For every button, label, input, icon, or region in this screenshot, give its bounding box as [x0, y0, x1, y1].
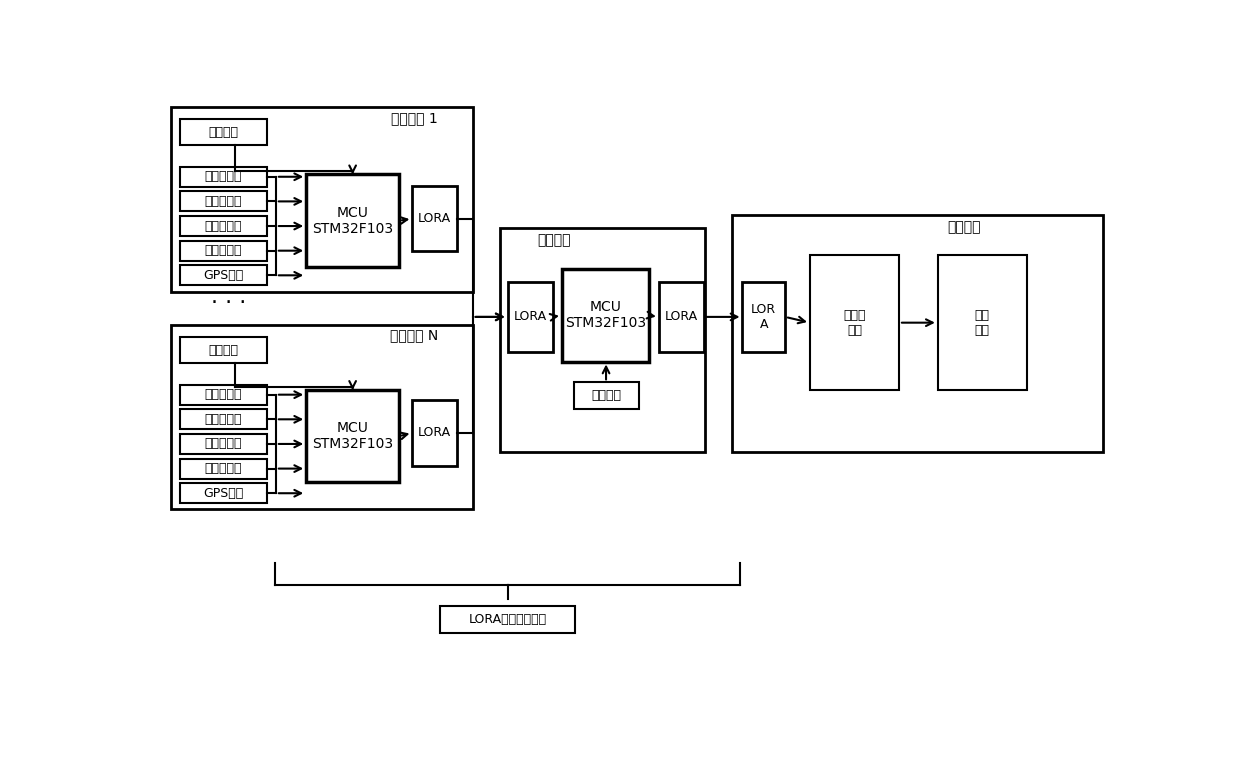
Bar [810, 255, 899, 390]
Bar [658, 282, 704, 352]
Bar [180, 119, 267, 145]
Text: 气压传感器: 气压传感器 [205, 244, 242, 257]
Bar [180, 241, 267, 261]
Text: 湿度传感器: 湿度传感器 [205, 413, 242, 426]
Text: LORA: LORA [418, 212, 451, 225]
Text: MCU
STM32F103: MCU STM32F103 [312, 421, 393, 452]
Bar [743, 282, 785, 352]
Bar [180, 191, 267, 211]
Text: LORA: LORA [665, 310, 698, 324]
Bar [171, 324, 472, 509]
Text: LORA无线传输网络: LORA无线传输网络 [469, 613, 547, 626]
Bar [937, 255, 1027, 390]
Bar [733, 215, 1102, 452]
Text: LOR
A: LOR A [751, 303, 776, 331]
Text: GPS定位: GPS定位 [203, 487, 243, 500]
Text: 供电模块: 供电模块 [208, 343, 238, 356]
Bar [180, 459, 267, 479]
Text: 供电模块: 供电模块 [591, 389, 621, 402]
Text: LORA: LORA [513, 310, 547, 324]
Text: MCU
STM32F103: MCU STM32F103 [564, 300, 646, 331]
Bar [412, 400, 458, 466]
Bar [171, 108, 472, 292]
Text: 显示
终端: 显示 终端 [975, 309, 990, 337]
Text: 温度传感器: 温度传感器 [205, 170, 242, 183]
Bar [180, 265, 267, 285]
Bar [507, 282, 553, 352]
Bar [180, 484, 267, 503]
Text: · · ·: · · · [211, 293, 247, 313]
Bar [412, 186, 458, 251]
Bar [180, 167, 267, 186]
Bar [500, 229, 706, 452]
Text: 湿度传感器: 湿度传感器 [205, 195, 242, 208]
Bar [180, 216, 267, 236]
Text: 供电模块: 供电模块 [208, 126, 238, 139]
Text: 温度传感器: 温度传感器 [205, 388, 242, 401]
Text: 服务终端: 服务终端 [947, 221, 981, 235]
Text: GPS定位: GPS定位 [203, 269, 243, 282]
Text: 采集节点 1: 采集节点 1 [392, 112, 438, 126]
Text: MCU
STM32F103: MCU STM32F103 [312, 206, 393, 236]
Text: 气压传感器: 气压传感器 [205, 462, 242, 475]
Bar [180, 434, 267, 454]
Bar [306, 175, 399, 267]
Text: 远程服
务器: 远程服 务器 [843, 309, 866, 337]
Bar [562, 269, 649, 362]
Bar [180, 337, 267, 363]
Bar [440, 606, 575, 633]
Bar [180, 385, 267, 405]
Bar [306, 390, 399, 483]
Text: 采集节点 N: 采集节点 N [391, 328, 439, 342]
Text: 中继节点: 中继节点 [537, 234, 570, 248]
Bar [573, 382, 639, 409]
Bar [180, 410, 267, 429]
Text: 风速传感器: 风速传感器 [205, 219, 242, 232]
Text: 风速传感器: 风速传感器 [205, 438, 242, 451]
Text: LORA: LORA [418, 427, 451, 439]
